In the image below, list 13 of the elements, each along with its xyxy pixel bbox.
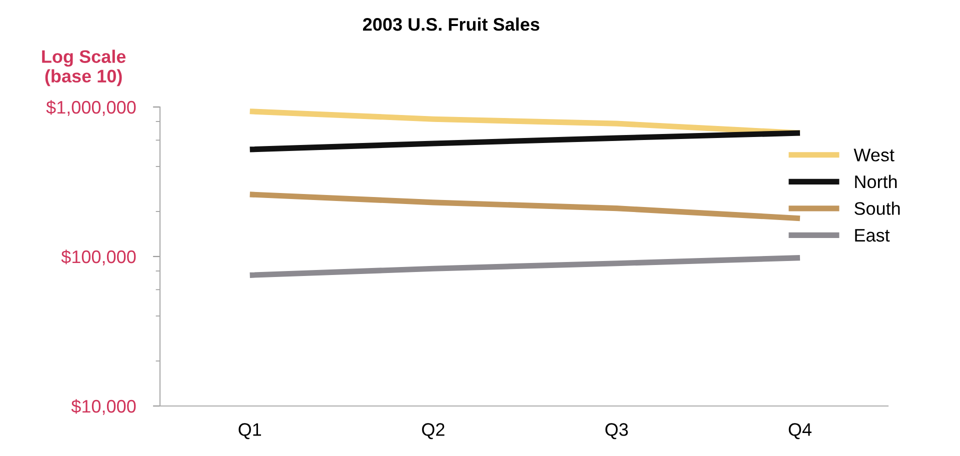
x-tick-label: Q1 [238,423,262,440]
x-tick-label: Q3 [605,423,628,440]
x-tick-label: Q4 [788,423,812,440]
x-tick-label: Q2 [422,423,444,440]
legend-label: East [855,229,890,242]
legend-label: North [855,174,897,188]
y-tick-label: $1,000,000 [46,100,136,116]
y-tick-label: $100,000 [61,250,136,266]
chart-title: 2003 U.S. Fruit Sales [363,18,540,31]
y-axis-title: Log Scale (base 10) [42,50,126,86]
legend-label: South [854,202,900,215]
legend-label: West [854,148,894,162]
y-tick-label: $10,000 [71,399,136,415]
